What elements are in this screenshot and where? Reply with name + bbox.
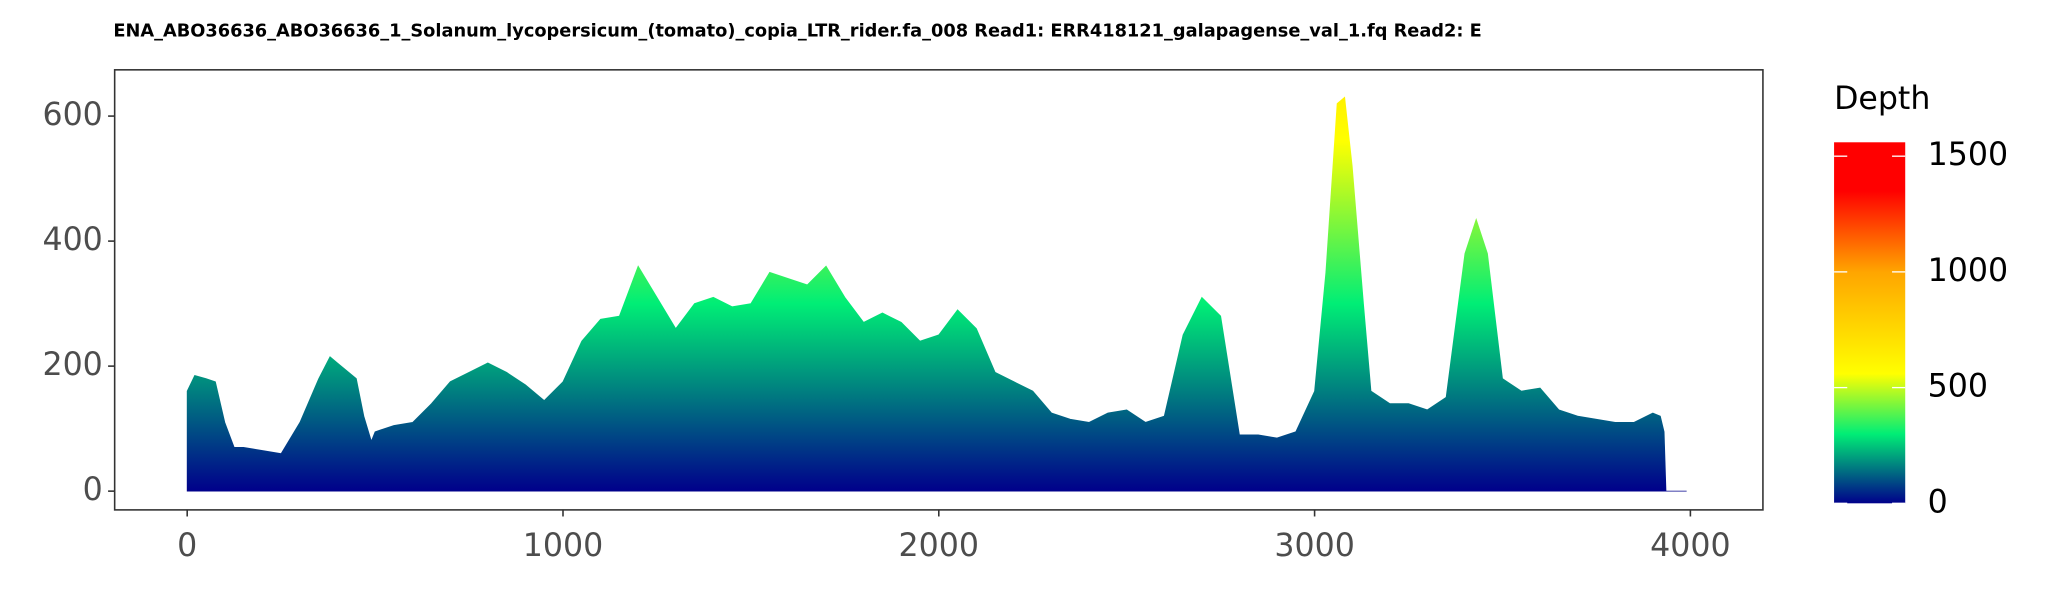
x-tick-label: 0 — [177, 528, 197, 564]
x-tick-label: 4000 — [1650, 528, 1730, 564]
chart-title: ENA_ABO36636_ABO36636_1_Solanum_lycopers… — [113, 21, 1481, 42]
colorbar-label: 1500 — [1928, 137, 2008, 173]
x-tick-label: 3000 — [1274, 528, 1354, 564]
y-tick-label: 0 — [83, 472, 103, 508]
x-tick-label: 1000 — [523, 528, 603, 564]
colorbar-label: 1000 — [1928, 253, 2008, 289]
colorbar-label: 0 — [1928, 484, 1948, 520]
y-tick-label: 600 — [42, 97, 102, 133]
legend-title: Depth — [1834, 81, 1930, 117]
colorbar-label: 500 — [1928, 369, 1988, 405]
y-tick-label: 200 — [42, 347, 102, 383]
depth-area — [186, 96, 1687, 492]
y-tick-label: 400 — [42, 222, 102, 258]
x-tick-label: 2000 — [899, 528, 979, 564]
colorbar — [1834, 142, 1906, 504]
